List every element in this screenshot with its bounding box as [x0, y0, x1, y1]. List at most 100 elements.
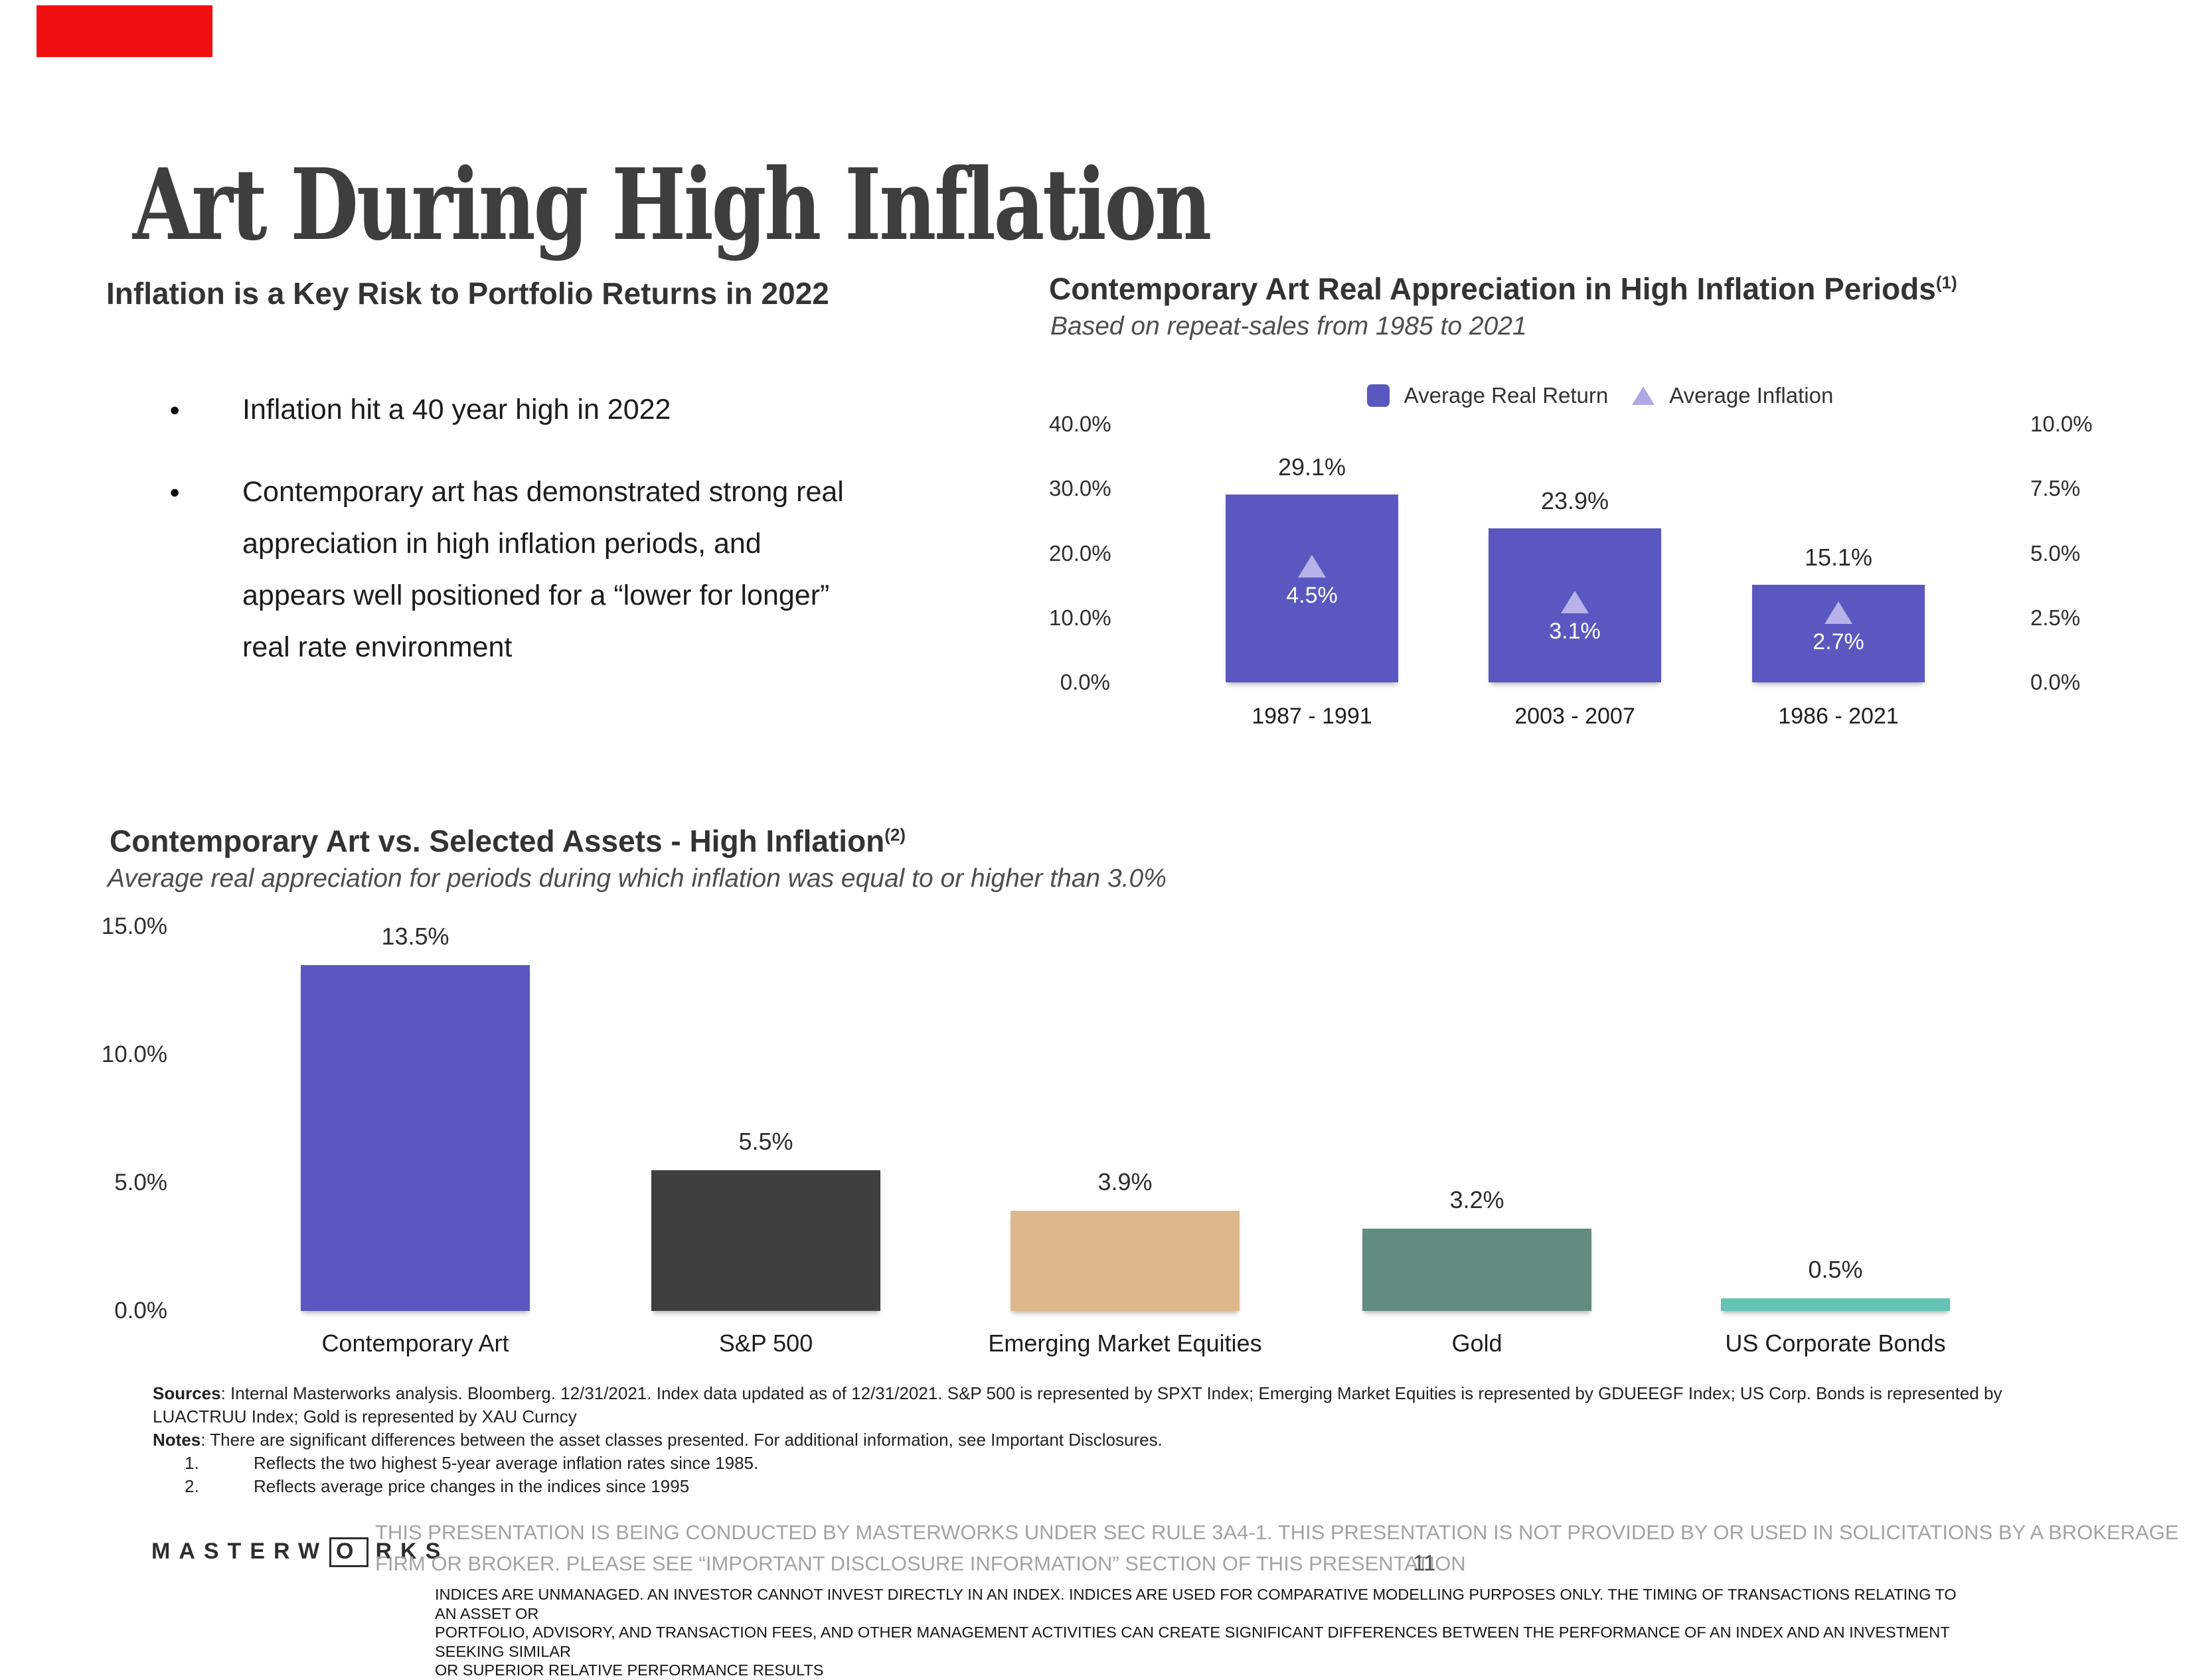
bar-value-label: 23.9%: [1540, 487, 1609, 514]
inflation-triangle-icon: [1561, 591, 1589, 614]
bar-value-label: 3.2%: [1449, 1186, 1504, 1214]
inflation-value-label: 2.7%: [1813, 629, 1864, 654]
sources-label: Sources: [153, 1383, 221, 1403]
x-category-label: US Corporate Bonds: [1725, 1330, 1946, 1357]
x-category-label: 1987 - 1991: [1252, 704, 1372, 729]
x-category-label: 2003 - 2007: [1514, 704, 1635, 729]
y-axis-tick: 5.0%: [114, 1170, 167, 1195]
right-axis-tick: 2.5%: [2030, 605, 2081, 630]
bullet-text-line: Inflation hit a 40 year high in 2022: [242, 394, 671, 425]
left-axis-tick: 40.0%: [1049, 412, 1111, 436]
average-inflation-triangle-icon: [1632, 386, 1655, 405]
footnotes-block: Sources: Internal Masterworks analysis. …: [153, 1383, 2091, 1497]
bar-value-label: 13.5%: [381, 922, 449, 950]
bullet-list: ● Inflation hit a 40 year high in 2022 ● Co…: [169, 384, 999, 704]
bottom-bar-chart: 15.0% 10.0% 5.0% 0.0% 13.5% Contemporary Art 5…: [93, 915, 2091, 1384]
top-chart-legend: Average Real Return Average Inflation: [1049, 383, 2151, 408]
bar-value-label: 15.1%: [1804, 544, 1873, 572]
legend-label: Average Inflation: [1669, 383, 1834, 408]
footnote-item-2: 2. Reflects average price changes in the…: [185, 1476, 2091, 1497]
indices-disclaimer-line-1: INDICES ARE UNMANAGED. AN INVESTOR CANNO…: [435, 1586, 1957, 1622]
y-axis-tick: 15.0%: [101, 913, 167, 939]
indices-disclaimer-line-3: OR SUPERIOR RELATIVE PERFORMANCE RESULTS: [435, 1661, 824, 1679]
bar-value-label: 29.1%: [1277, 453, 1346, 481]
bullet-text-line: appears well positioned for a “lower for…: [242, 579, 830, 611]
red-annotation-marker: [37, 5, 212, 57]
inflation-triangle-icon: [1824, 601, 1852, 624]
footnote-number: 1.: [185, 1453, 199, 1473]
list-item: ● Inflation hit a 40 year high in 2022: [169, 384, 999, 435]
sources-line: Sources: Internal Masterworks analysis. …: [153, 1383, 2091, 1405]
bullet-text: Contemporary art has demonstrated strong…: [242, 466, 844, 673]
bar: [1752, 585, 1925, 682]
notes-line: Notes: There are significant differences…: [153, 1429, 2091, 1451]
sec-disclaimer: THIS PRESENTATION IS BEING CONDUCTED BY …: [375, 1517, 2179, 1579]
list-item: ● Contemporary art has demonstrated stron…: [169, 466, 999, 673]
bottom-chart-title-text: Contemporary Art vs. Selected Assets - H…: [110, 824, 885, 858]
sec-disclaimer-line-1: THIS PRESENTATION IS BEING CONDUCTED BY …: [375, 1521, 2179, 1544]
bar-value-label: 0.5%: [1808, 1255, 1863, 1283]
legend-item-average-real-return: Average Real Return: [1366, 383, 1609, 408]
right-axis-tick: 0.0%: [2030, 670, 2081, 694]
y-axis-tick: 10.0%: [101, 1041, 167, 1067]
x-category-label: 1986 - 2021: [1778, 704, 1899, 729]
inflation-value-label: 4.5%: [1286, 582, 1338, 608]
bar-value-label: 5.5%: [738, 1127, 793, 1155]
sources-line-2: LUACTRUU Index; Gold is represented by X…: [153, 1407, 577, 1426]
bar: [1011, 1211, 1240, 1311]
top-bar-chart: Average Real Return Average Inflation 40…: [1049, 368, 2151, 743]
bullet-text-line: real rate environment: [242, 631, 513, 663]
footnote-ref-2: (2): [884, 824, 906, 845]
y-axis-tick: 0.0%: [114, 1298, 167, 1324]
legend-item-average-inflation: Average Inflation: [1632, 383, 1833, 408]
notes-label: Notes: [153, 1430, 201, 1450]
inflation-value-label: 3.1%: [1549, 619, 1601, 645]
right-axis-tick: 10.0%: [2030, 412, 2093, 436]
bottom-chart-subtitle: Average real appreciation for periods du…: [108, 864, 1167, 893]
top-chart-title-text: Contemporary Art Real Appreciation in Hi…: [1049, 271, 1936, 306]
x-category-label: Contemporary Art: [321, 1330, 509, 1357]
footnote-item-1: 1. Reflects the two highest 5-year avera…: [185, 1452, 2091, 1474]
left-section-heading: Inflation is a Key Risk to Portfolio Ret…: [106, 276, 829, 311]
notes-text: : There are significant differences betw…: [201, 1430, 1163, 1450]
footnote-text: Reflects the two highest 5-year average …: [254, 1453, 759, 1473]
left-axis-tick: 20.0%: [1049, 540, 1111, 566]
x-category-label: S&P 500: [718, 1330, 813, 1357]
bar: [1226, 495, 1398, 682]
bullet-text-line: appreciation in high inflation periods, …: [242, 528, 762, 560]
indices-disclaimer: INDICES ARE UNMANAGED. AN INVESTOR CANNO…: [435, 1585, 1975, 1680]
bullet-text: Inflation hit a 40 year high in 2022: [242, 384, 671, 435]
right-axis-tick: 7.5%: [2030, 476, 2081, 501]
x-category-label: Emerging Market Equities: [988, 1330, 1262, 1357]
bar-value-label: 3.9%: [1097, 1168, 1153, 1196]
legend-label: Average Real Return: [1404, 383, 1609, 408]
x-category-label: Gold: [1451, 1330, 1502, 1357]
footnote-text: Reflects average price changes in the in…: [254, 1476, 690, 1496]
bullet-text-line: Contemporary art has demonstrated strong…: [242, 476, 844, 508]
footnote-number: 2.: [185, 1476, 199, 1496]
average-real-return-swatch-icon: [1366, 384, 1390, 407]
sec-disclaimer-line-2: FIRM OR BROKER. PLEASE SEE “IMPORTANT DI…: [375, 1552, 1466, 1575]
bullet-dot-icon: ●: [169, 400, 181, 420]
bullet-dot-icon: ●: [169, 482, 181, 502]
right-axis-tick: 5.0%: [2030, 540, 2081, 566]
masterworks-logo: MASTERW O RKS: [151, 1537, 449, 1567]
left-axis-tick: 30.0%: [1049, 476, 1111, 501]
top-chart-plot-area: 40.0% 30.0% 20.0% 10.0% 0.0% 10.0% 7.5% 5.0% 2.5…: [1049, 368, 2151, 743]
logo-text-prefix: MASTERW: [151, 1539, 329, 1564]
bar: [1362, 1229, 1591, 1311]
page-number: 11: [1413, 1551, 1436, 1575]
sources-text: : Internal Masterworks analysis. Bloombe…: [220, 1383, 2002, 1403]
left-axis-tick: 10.0%: [1049, 605, 1111, 630]
inflation-triangle-icon: [1298, 554, 1326, 577]
page-title: Art During High Inflation: [133, 147, 1212, 263]
left-axis-tick: 0.0%: [1060, 670, 1110, 694]
indices-disclaimer-line-2: PORTFOLIO, ADVISORY, AND TRANSACTION FEE…: [435, 1624, 1950, 1660]
footnote-ref-1: (1): [1935, 272, 1957, 293]
top-chart-subtitle: Based on repeat-sales from 1985 to 2021: [1050, 312, 1527, 341]
top-chart-title: Contemporary Art Real Appreciation in Hi…: [1049, 271, 1957, 307]
bottom-chart-title: Contemporary Art vs. Selected Assets - H…: [110, 823, 906, 859]
bar: [301, 964, 530, 1311]
logo-boxed-o-icon: O: [329, 1537, 369, 1567]
bar: [1721, 1298, 1950, 1311]
